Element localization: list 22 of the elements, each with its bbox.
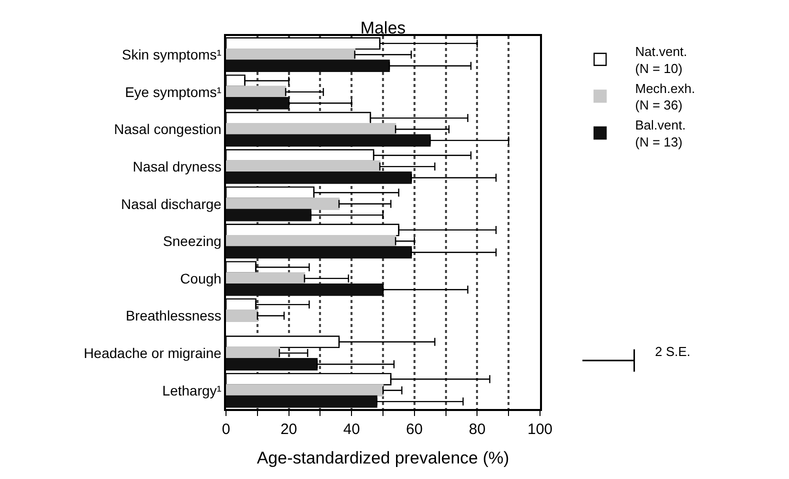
y-tick-label: Breathlessness — [126, 308, 222, 324]
x-tick-label: 60 — [406, 420, 423, 438]
x-tick-label: 40 — [343, 420, 360, 438]
x-tick-label: 20 — [280, 420, 298, 438]
y-tick-label: Lethargy¹ — [162, 382, 222, 398]
y-tick-label: Nasal discharge — [121, 196, 222, 212]
y-tick-label: Eye symptoms¹ — [124, 84, 222, 100]
y-tick-label: Sneezing — [163, 233, 222, 250]
legend-label: Nat.vent. (N = 10) — [635, 44, 688, 76]
x-tick-label: 0 — [222, 420, 230, 438]
y-tick-label: Headache or migraine — [84, 344, 222, 361]
y-tick-label: Skin symptoms¹ — [122, 46, 222, 63]
legend-label: Mech.exh. (N = 36) — [635, 80, 696, 113]
x-tick-label: 80 — [468, 420, 486, 438]
legend-label: Bal.vent. (N = 13) — [635, 118, 686, 150]
chart-title: Males — [360, 18, 406, 38]
y-tick-label: Cough — [180, 270, 222, 286]
text: 2 S.E. — [655, 344, 690, 359]
y-tick-label: Nasal dryness — [132, 158, 222, 174]
y-tick-label: Nasal congestion — [114, 121, 222, 138]
x-axis-title: Age-standardized prevalence (%) — [256, 448, 510, 468]
x-tick-label: 100 — [527, 420, 553, 438]
